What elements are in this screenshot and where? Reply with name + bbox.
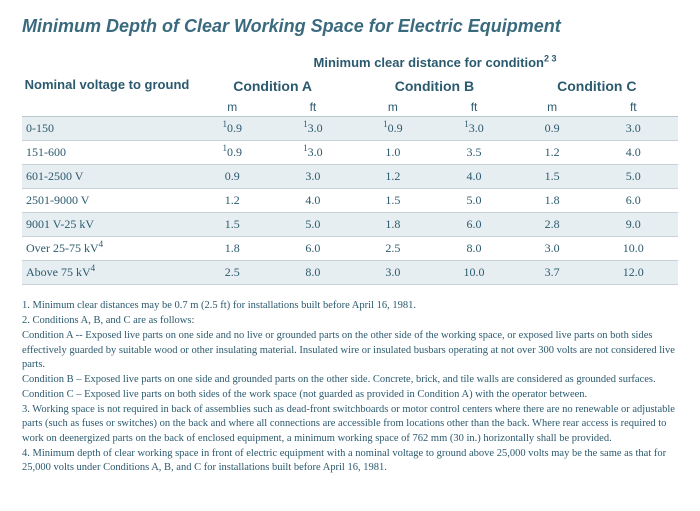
table-cell: 6.0 <box>432 213 515 237</box>
footnote-line: Condition C – Exposed live parts on both… <box>22 388 678 402</box>
table-cell: 3.0 <box>353 261 432 285</box>
footnote-line: 4. Minimum depth of clear working space … <box>22 447 678 475</box>
table-cell: 4.0 <box>273 189 354 213</box>
header-main-span: Minimum clear distance for condition2 3 <box>192 51 678 76</box>
col-nominal: Nominal voltage to ground <box>22 51 192 98</box>
table-cell: 10.9 <box>192 141 273 165</box>
unit-blank <box>22 98 192 117</box>
unit-m: m <box>353 98 432 117</box>
unit-ft: ft <box>589 98 678 117</box>
unit-m: m <box>516 98 589 117</box>
table-cell: 1.2 <box>192 189 273 213</box>
header-cond-c: Condition C <box>516 76 678 98</box>
unit-ft: ft <box>273 98 354 117</box>
table-cell: 13.0 <box>273 141 354 165</box>
table-cell: 4.0 <box>589 141 678 165</box>
table-cell: 1.8 <box>516 189 589 213</box>
table-cell: 8.0 <box>273 261 354 285</box>
table-cell: 5.0 <box>432 189 515 213</box>
unit-ft: ft <box>432 98 515 117</box>
table-row: Above 75 kV42.58.03.010.03.712.0 <box>22 261 678 285</box>
table-cell: 2.5 <box>353 237 432 261</box>
row-label: Over 25-75 kV4 <box>22 237 192 261</box>
row-label: 601-2500 V <box>22 165 192 189</box>
table-cell: 10.9 <box>353 117 432 141</box>
table-cell: 3.0 <box>516 237 589 261</box>
footnotes: 1. Minimum clear distances may be 0.7 m … <box>22 299 678 475</box>
footnote-line: Condition B – Exposed live parts on one … <box>22 373 678 387</box>
row-label: 151-600 <box>22 141 192 165</box>
table-cell: 10.0 <box>589 237 678 261</box>
table-cell: 6.0 <box>589 189 678 213</box>
table-cell: 3.7 <box>516 261 589 285</box>
table-cell: 1.5 <box>353 189 432 213</box>
table-row: 601-2500 V0.93.01.24.01.55.0 <box>22 165 678 189</box>
row-label: Above 75 kV4 <box>22 261 192 285</box>
table-cell: 2.5 <box>192 261 273 285</box>
table-row: 9001 V-25 kV1.55.01.86.02.89.0 <box>22 213 678 237</box>
table-cell: 10.9 <box>192 117 273 141</box>
unit-m: m <box>192 98 273 117</box>
row-label: 2501-9000 V <box>22 189 192 213</box>
clearance-table: Nominal voltage to ground Minimum clear … <box>22 51 678 285</box>
table-row: Over 25-75 kV41.86.02.58.03.010.0 <box>22 237 678 261</box>
table-cell: 8.0 <box>432 237 515 261</box>
table-cell: 9.0 <box>589 213 678 237</box>
table-cell: 5.0 <box>273 213 354 237</box>
table-row: 2501-9000 V1.24.01.55.01.86.0 <box>22 189 678 213</box>
table-cell: 12.0 <box>589 261 678 285</box>
footnote-line: 2. Conditions A, B, and C are as follows… <box>22 314 678 328</box>
footnote-line: 3. Working space is not required in back… <box>22 403 678 446</box>
table-cell: 0.9 <box>192 165 273 189</box>
table-cell: 2.8 <box>516 213 589 237</box>
footnote-line: 1. Minimum clear distances may be 0.7 m … <box>22 299 678 313</box>
table-cell: 1.8 <box>192 237 273 261</box>
table-cell: 1.2 <box>353 165 432 189</box>
table-row: 151-60010.913.01.03.51.24.0 <box>22 141 678 165</box>
table-cell: 4.0 <box>432 165 515 189</box>
table-cell: 13.0 <box>432 117 515 141</box>
table-cell: 6.0 <box>273 237 354 261</box>
header-cond-a: Condition A <box>192 76 353 98</box>
table-cell: 13.0 <box>273 117 354 141</box>
table-cell: 3.0 <box>273 165 354 189</box>
table-cell: 5.0 <box>589 165 678 189</box>
table-cell: 3.0 <box>589 117 678 141</box>
table-cell: 1.8 <box>353 213 432 237</box>
table-cell: 3.5 <box>432 141 515 165</box>
table-cell: 1.5 <box>192 213 273 237</box>
table-cell: 1.5 <box>516 165 589 189</box>
header-cond-b: Condition B <box>353 76 515 98</box>
table-row: 0-15010.913.010.913.00.93.0 <box>22 117 678 141</box>
table-cell: 10.0 <box>432 261 515 285</box>
table-cell: 1.2 <box>516 141 589 165</box>
page-title: Minimum Depth of Clear Working Space for… <box>22 16 678 37</box>
row-label: 0-150 <box>22 117 192 141</box>
footnote-line: Condition A -- Exposed live parts on one… <box>22 329 678 372</box>
table-cell: 1.0 <box>353 141 432 165</box>
table-cell: 0.9 <box>516 117 589 141</box>
row-label: 9001 V-25 kV <box>22 213 192 237</box>
